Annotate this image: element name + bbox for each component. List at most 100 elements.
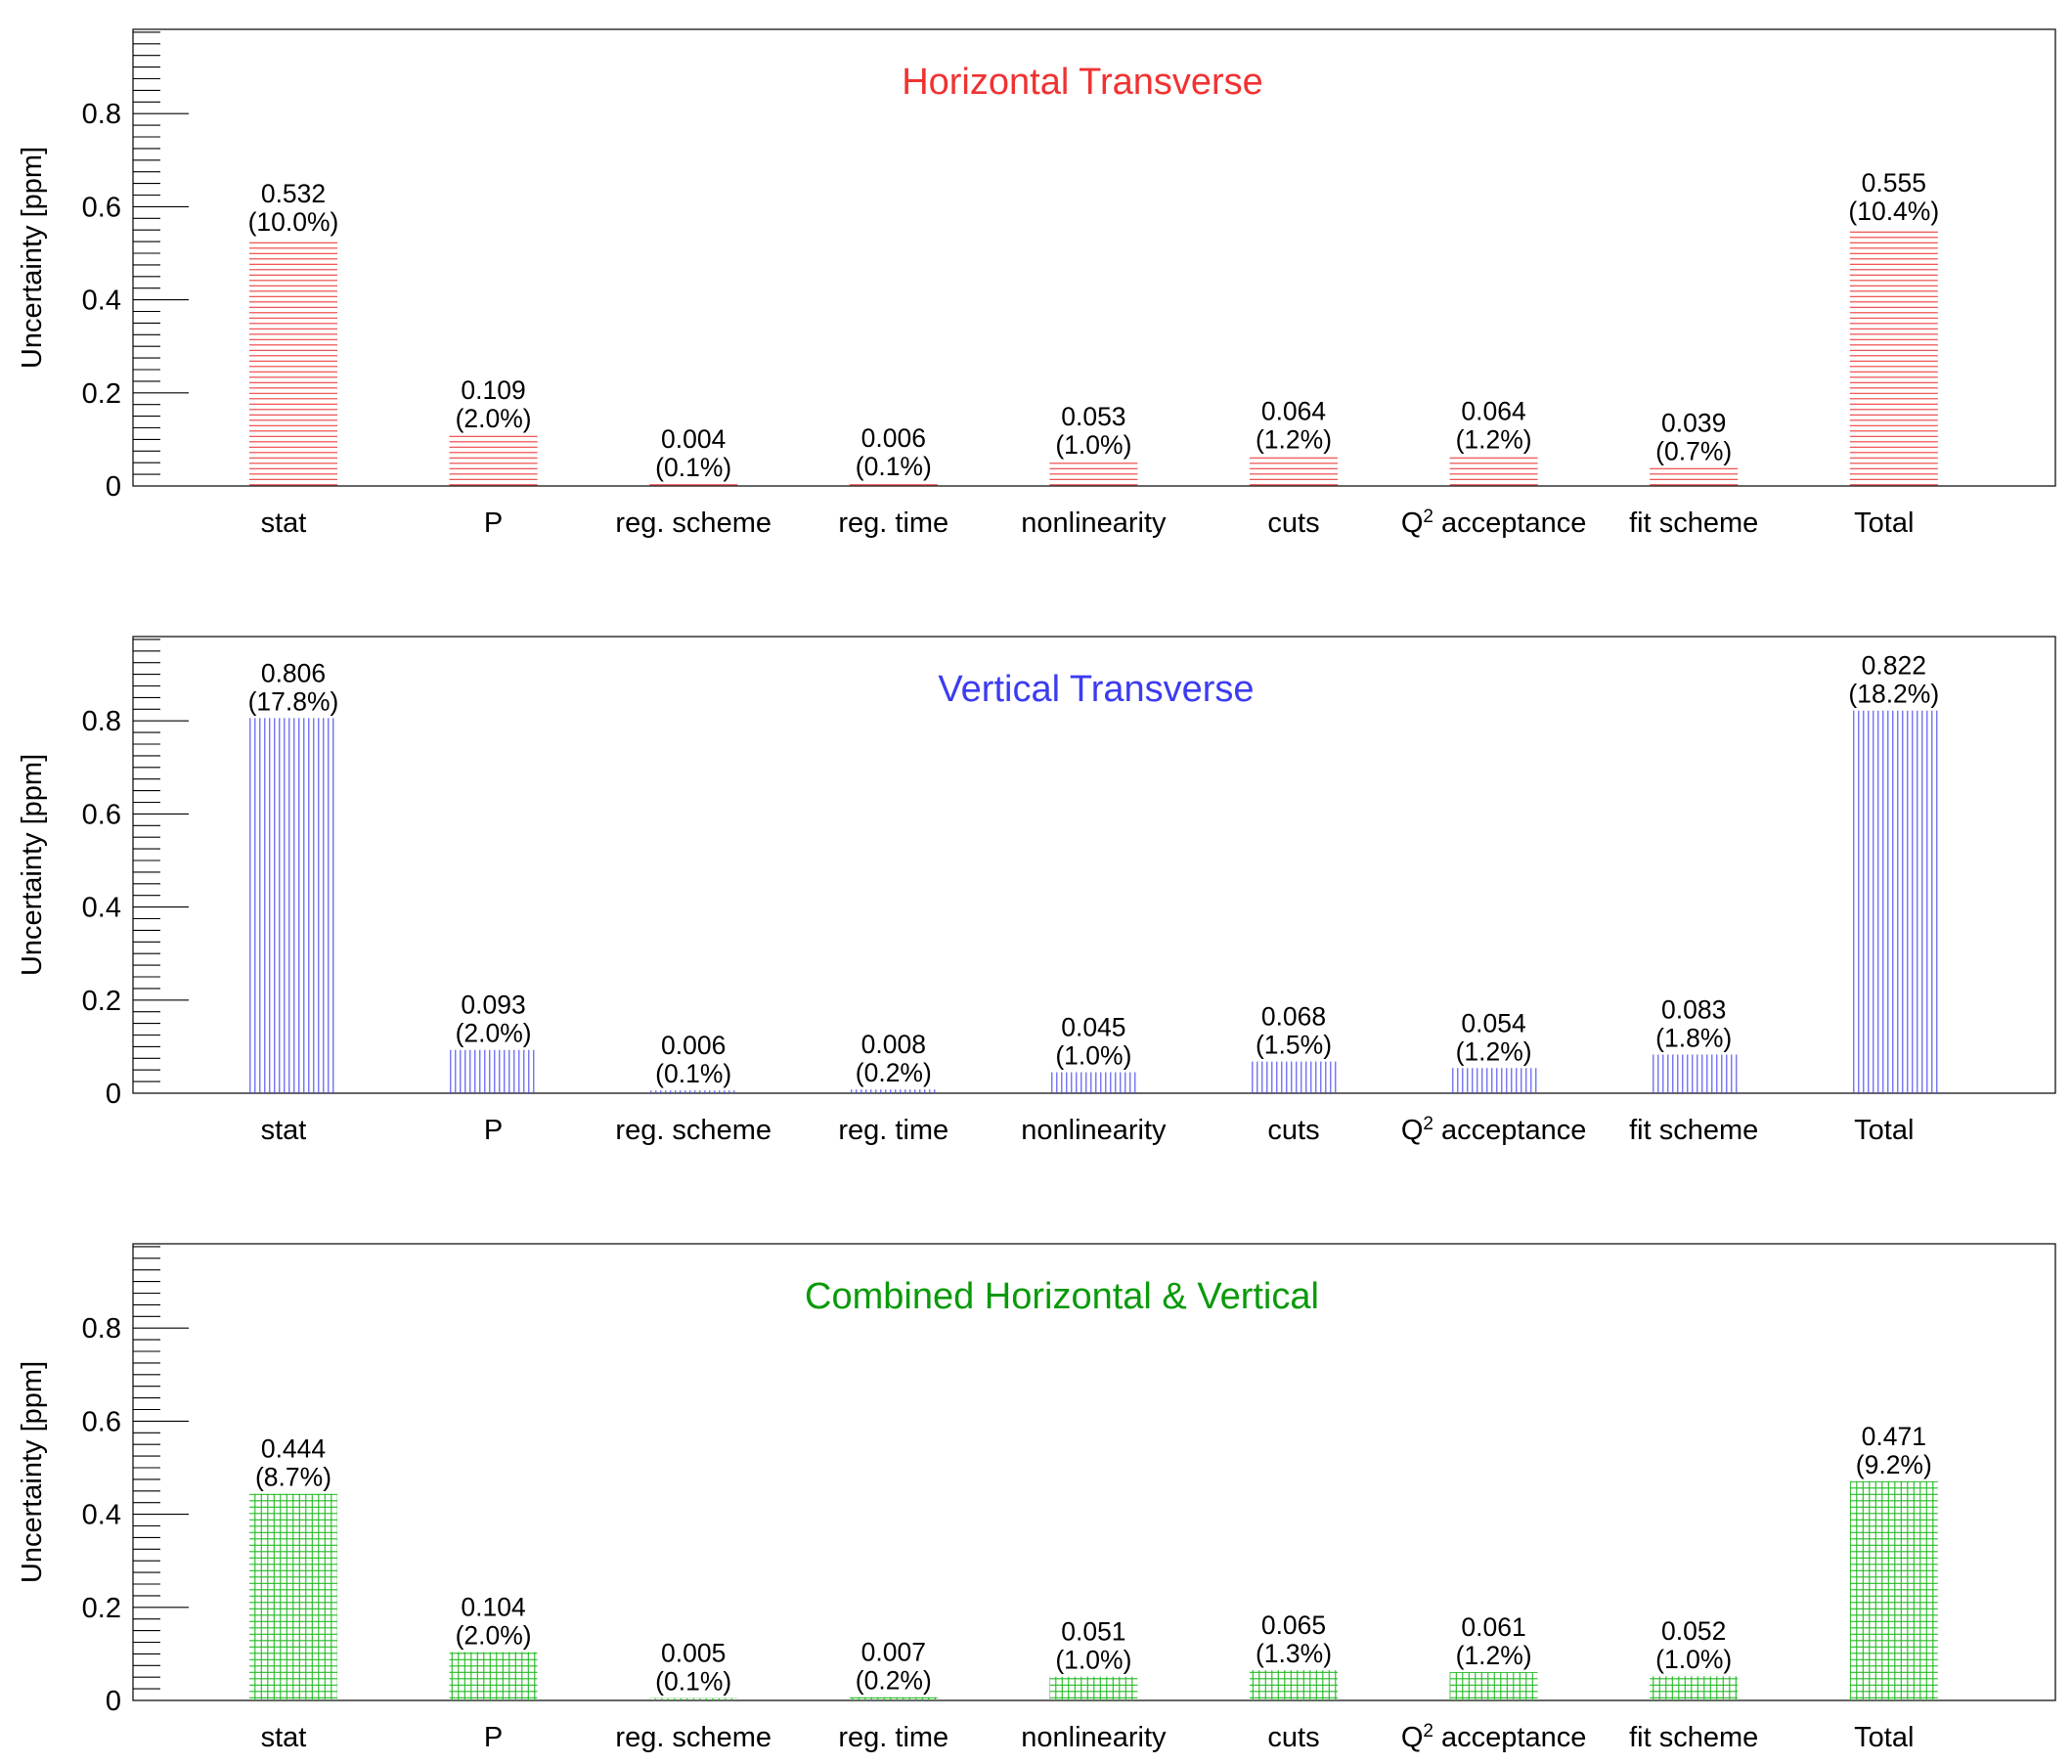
bar xyxy=(1849,710,1938,1093)
bar-percent-label: (9.2%) xyxy=(1856,1450,1932,1479)
bar xyxy=(449,435,538,486)
chart-title: Combined Horizontal & Vertical xyxy=(805,1276,1319,1317)
bar-percent-label: (0.7%) xyxy=(1655,436,1732,465)
bar-value-label: 0.052 xyxy=(1661,1616,1726,1646)
bar-value-label: 0.051 xyxy=(1061,1617,1125,1647)
bar-percent-label: (1.3%) xyxy=(1256,1639,1332,1668)
bar-percent-label: (8.7%) xyxy=(255,1463,331,1492)
x-category-label: reg. scheme xyxy=(615,507,771,539)
x-category-label: Q2 acceptance xyxy=(1401,1721,1587,1754)
y-tick-label: 0.2 xyxy=(82,1593,121,1624)
bar xyxy=(1449,1068,1538,1093)
bar xyxy=(1849,227,1938,486)
bar-value-label: 0.109 xyxy=(461,375,525,405)
x-category-label: P xyxy=(484,1115,503,1146)
x-category-label: nonlinearity xyxy=(1021,1722,1167,1753)
bar-percent-label: (1.0%) xyxy=(1655,1645,1732,1674)
bar xyxy=(1650,1676,1739,1700)
x-category-label: Total xyxy=(1854,507,1914,539)
y-tick-label: 0.8 xyxy=(82,1313,121,1345)
y-tick-label: 0.6 xyxy=(82,192,121,223)
bar xyxy=(1250,456,1338,486)
bar-value-label: 0.104 xyxy=(461,1592,525,1621)
bar-percent-label: (1.2%) xyxy=(1456,425,1532,455)
bar-percent-label: (0.2%) xyxy=(856,1666,932,1696)
bar-value-label: 0.061 xyxy=(1461,1612,1525,1642)
bar xyxy=(1449,1671,1538,1700)
bar xyxy=(649,484,738,486)
x-category-label: cuts xyxy=(1267,1722,1319,1753)
y-tick-label: 0.4 xyxy=(82,1500,121,1531)
x-category-label: cuts xyxy=(1267,507,1319,539)
bar-value-label: 0.008 xyxy=(861,1030,926,1059)
bar xyxy=(649,1698,738,1700)
bar xyxy=(1250,1670,1338,1700)
x-category-label: nonlinearity xyxy=(1021,507,1167,539)
chart-panel-1: 0 0.2 0.4 0.6 0.8 Uncertainty [ppm] Horizontal… xyxy=(17,28,2056,540)
x-category-label: stat xyxy=(261,507,307,539)
x-category-label: P xyxy=(484,1722,503,1753)
bar xyxy=(1449,456,1538,486)
bar-value-label: 0.093 xyxy=(461,991,525,1020)
bar-percent-label: (1.2%) xyxy=(1256,425,1332,455)
x-category-label: fit scheme xyxy=(1629,507,1758,539)
bar-percent-label: (10.4%) xyxy=(1848,197,1939,226)
bar-value-label: 0.054 xyxy=(1461,1008,1525,1037)
bar-value-label: 0.064 xyxy=(1461,397,1525,426)
x-category-label: Q2 acceptance xyxy=(1401,507,1587,540)
bar-value-label: 0.053 xyxy=(1061,402,1125,431)
bar-percent-label: (18.2%) xyxy=(1848,680,1939,709)
bar-value-label: 0.065 xyxy=(1261,1610,1326,1640)
chart-panel-3: 0 0.2 0.4 0.6 0.8 Uncertainty [ppm] Combined H… xyxy=(17,1243,2056,1754)
y-axis-label: Uncertainty [ppm] xyxy=(17,147,48,369)
bar xyxy=(1049,461,1138,486)
bar xyxy=(1650,467,1739,486)
bar-value-label: 0.083 xyxy=(1661,994,1726,1024)
bar-percent-label: (1.2%) xyxy=(1456,1036,1532,1066)
bar-value-label: 0.045 xyxy=(1061,1013,1125,1042)
x-category-label: nonlinearity xyxy=(1021,1115,1167,1146)
x-category-label: reg. time xyxy=(838,1115,948,1146)
bar-value-label: 0.555 xyxy=(1862,168,1926,198)
bar-percent-label: (2.0%) xyxy=(456,1019,532,1048)
x-category-label: reg. scheme xyxy=(615,1722,771,1753)
bar xyxy=(1650,1054,1739,1093)
x-category-label: reg. time xyxy=(838,1722,948,1753)
bar-percent-label: (1.2%) xyxy=(1456,1641,1532,1670)
x-category-label: Total xyxy=(1854,1722,1914,1753)
chart-title: Vertical Transverse xyxy=(938,669,1254,710)
chart-panel-2: 0 0.2 0.4 0.6 0.8 Uncertainty [ppm] Vertical T… xyxy=(17,636,2056,1147)
bar xyxy=(849,1089,938,1093)
bar-percent-label: (10.0%) xyxy=(248,207,339,237)
bar xyxy=(449,1049,538,1093)
x-category-label: Q2 acceptance xyxy=(1401,1114,1587,1147)
bar-percent-label: (1.0%) xyxy=(1055,1041,1131,1071)
y-tick-label: 0 xyxy=(106,1079,121,1110)
bar-value-label: 0.806 xyxy=(261,658,326,687)
y-axis-label: Uncertainty [ppm] xyxy=(17,1361,48,1583)
chart-title: Horizontal Transverse xyxy=(902,62,1263,103)
bar xyxy=(849,1697,938,1700)
bar-percent-label: (2.0%) xyxy=(456,1620,532,1650)
bar-value-label: 0.471 xyxy=(1862,1422,1926,1451)
x-category-label: stat xyxy=(261,1722,307,1753)
y-tick-label: 0.2 xyxy=(82,986,121,1017)
bar-percent-label: (1.0%) xyxy=(1055,430,1131,460)
y-tick-label: 0.8 xyxy=(82,706,121,737)
bar xyxy=(1049,1072,1138,1093)
bar-percent-label: (17.8%) xyxy=(248,686,339,716)
bar-percent-label: (0.1%) xyxy=(655,1059,731,1088)
x-category-label: reg. time xyxy=(838,507,948,539)
bar-percent-label: (1.5%) xyxy=(1256,1031,1332,1060)
bar-value-label: 0.039 xyxy=(1661,408,1726,437)
bar-value-label: 0.006 xyxy=(661,1031,726,1060)
x-category-label: P xyxy=(484,507,503,539)
x-category-label: fit scheme xyxy=(1629,1115,1758,1146)
bar-value-label: 0.064 xyxy=(1261,397,1326,426)
bar-value-label: 0.006 xyxy=(861,423,926,453)
bar-value-label: 0.532 xyxy=(261,179,326,208)
y-tick-label: 0.4 xyxy=(82,286,121,317)
x-category-label: cuts xyxy=(1267,1115,1319,1146)
x-category-label: Total xyxy=(1854,1115,1914,1146)
bar-percent-label: (1.8%) xyxy=(1655,1023,1732,1052)
